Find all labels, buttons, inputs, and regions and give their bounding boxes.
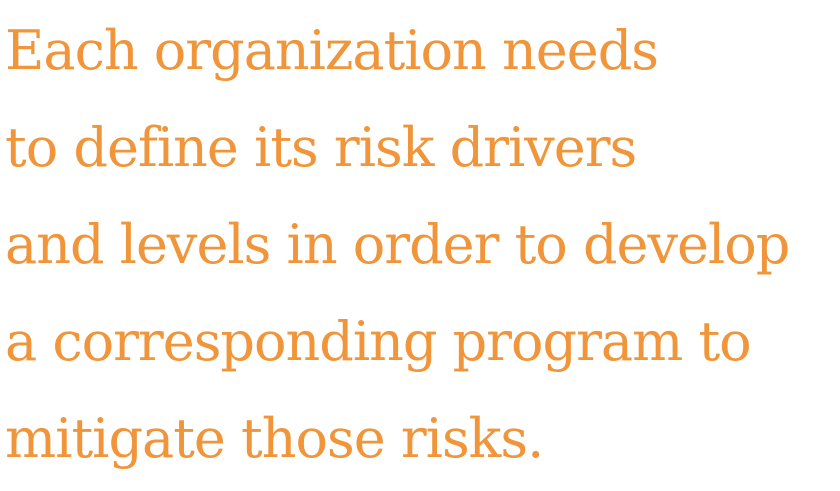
pull-quote: Each organization needs to define its ri… (5, 2, 790, 487)
quote-line-1: Each organization needs (5, 19, 659, 82)
quote-line-4: a corresponding program to (5, 310, 752, 373)
quote-line-2: to define its risk drivers (5, 116, 637, 179)
quote-line-3: and levels in order to develop (5, 213, 790, 276)
quote-line-5: mitigate those risks. (5, 407, 544, 470)
